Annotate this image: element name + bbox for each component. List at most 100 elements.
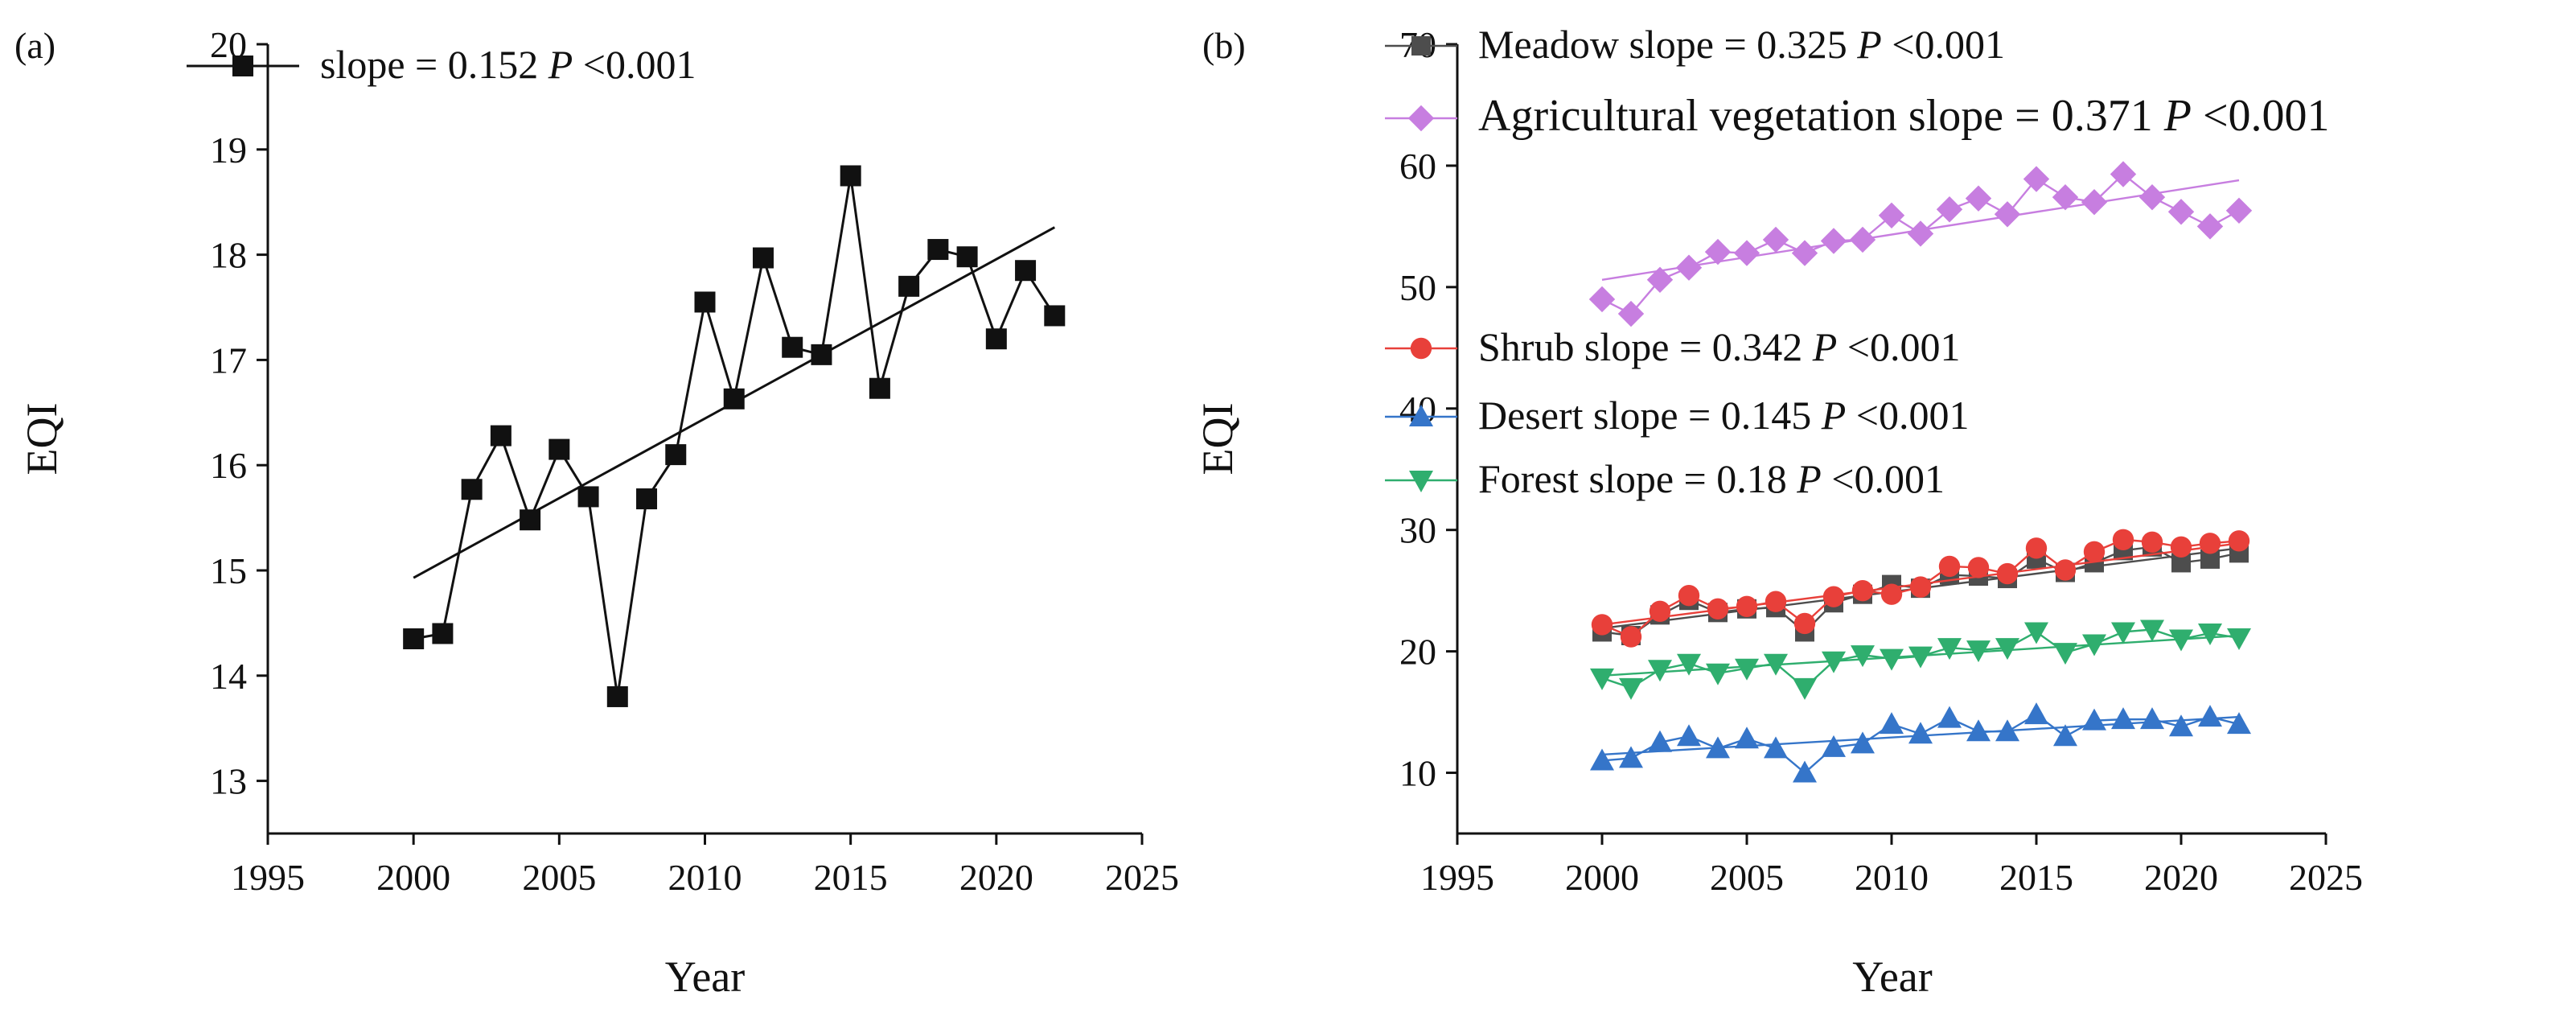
data-point (2083, 541, 2106, 563)
data-point (2052, 183, 2079, 211)
data-point (840, 165, 861, 187)
panel-a: 1995 2000 2005 2010 2015 2020 2025 13 14 15 16 17 18… (14, 24, 1179, 1001)
legend-entry: Forest slope = 0.18 P <0.001 (1385, 456, 1945, 501)
data-point (1706, 663, 1730, 685)
data-point (2053, 724, 2077, 747)
y-tick-label: 16 (210, 445, 247, 486)
data-point (1735, 658, 1759, 681)
data-point (1764, 736, 1788, 759)
panel-label: (a) (14, 25, 55, 66)
legend-label: slope = 0.152 P <0.001 (320, 42, 696, 87)
x-tick-label: 2000 (376, 857, 450, 898)
data-point (2169, 714, 2193, 737)
y-tick-label: 18 (210, 235, 247, 276)
legend-threshold: <0.001 (1882, 22, 2005, 67)
data-point (577, 486, 599, 508)
data-point (2228, 530, 2250, 552)
y-tick-label: 17 (210, 340, 247, 381)
x-tick-label: 1995 (231, 857, 305, 898)
data-point (1590, 748, 1614, 771)
data-point (1646, 266, 1674, 293)
data-point (432, 623, 454, 644)
legend-threshold: <0.001 (1846, 393, 1969, 438)
legend-label: Forest slope = 0.18 P <0.001 (1478, 456, 1945, 501)
data-point (2227, 712, 2251, 735)
x-tick-label: 2020 (959, 857, 1033, 898)
data-point (1762, 226, 1789, 253)
legend-p: P (548, 42, 573, 87)
x-tick-label: 2000 (1565, 857, 1639, 898)
data-point (752, 247, 774, 269)
data-point (1793, 760, 1817, 783)
legend-marker (1409, 405, 1433, 426)
series-shrub (1591, 529, 2250, 648)
data-point (2110, 161, 2137, 187)
y-tick-label: 10 (1399, 753, 1436, 794)
data-point (1880, 712, 1904, 735)
data-point (1619, 746, 1643, 768)
data-point (636, 488, 658, 510)
y-tick-label: 15 (210, 550, 247, 591)
data-point (782, 336, 803, 358)
data-point (1704, 238, 1732, 265)
legend-marker (1411, 36, 1431, 56)
data-point (1996, 562, 2019, 585)
data-point (2082, 634, 2106, 657)
data-point (1849, 226, 1876, 253)
x-axis-title: Year (1852, 953, 1933, 1001)
data-point (2140, 707, 2164, 730)
data-point (1822, 735, 1846, 757)
y-axis-title: EQI (1194, 403, 1242, 475)
data-point (2023, 166, 2050, 192)
data-point (927, 239, 949, 261)
data-point (1675, 254, 1703, 281)
data-point (1677, 724, 1701, 747)
data-point (2199, 533, 2221, 554)
data-point (1936, 196, 1963, 223)
legend-entry: slope = 0.152 P <0.001 (187, 42, 696, 87)
legend-label: Shrub slope = 0.342 P <0.001 (1478, 324, 1960, 369)
data-point (1995, 638, 2019, 661)
data-point (1649, 600, 1671, 623)
x-tick-label: 2015 (814, 857, 888, 898)
x-axis-title: Year (665, 953, 746, 1001)
data-point (2138, 183, 2166, 211)
data-point (1966, 640, 1991, 663)
data-point (2024, 702, 2048, 725)
data-point (1907, 220, 1934, 247)
data-point (2141, 531, 2163, 553)
data-point (1648, 660, 1672, 682)
data-point (2170, 536, 2192, 558)
data-point (2112, 529, 2134, 550)
legend-marker (1407, 105, 1435, 132)
legend-text: Forest slope = 0.18 (1478, 456, 1797, 501)
data-point (1736, 595, 1758, 617)
data-point (985, 328, 1007, 350)
data-point (1764, 653, 1788, 676)
legend-p: P (1812, 324, 1838, 369)
data-point (694, 291, 716, 313)
legend-threshold: <0.001 (573, 42, 696, 87)
data-point (606, 685, 628, 707)
data-point (2196, 213, 2224, 240)
data-point (1588, 286, 1616, 313)
data-point (1620, 626, 1642, 648)
data-point (1707, 598, 1729, 619)
data-point (2081, 189, 2108, 216)
data-point (811, 344, 832, 365)
series-forest (1590, 619, 2251, 700)
y-tick-label: 13 (210, 761, 247, 802)
legend-entry: Meadow slope = 0.325 P <0.001 (1385, 22, 2005, 67)
x-tick-label: 2005 (1710, 857, 1784, 898)
legend-label: Desert slope = 0.145 P <0.001 (1478, 393, 1969, 438)
data-point (2227, 628, 2251, 651)
data-point (1619, 677, 1643, 700)
data-point (1937, 706, 1962, 728)
data-point (1880, 583, 1903, 605)
y-tick-label: 30 (1399, 510, 1436, 551)
panel-b: 1995 2000 2005 2010 2015 2020 2025102030405060… (1194, 22, 2363, 1001)
data-point (2198, 705, 2222, 727)
legend-threshold: <0.001 (2192, 91, 2330, 141)
data-point (520, 509, 541, 531)
legend-label: Meadow slope = 0.325 P <0.001 (1478, 22, 2005, 67)
